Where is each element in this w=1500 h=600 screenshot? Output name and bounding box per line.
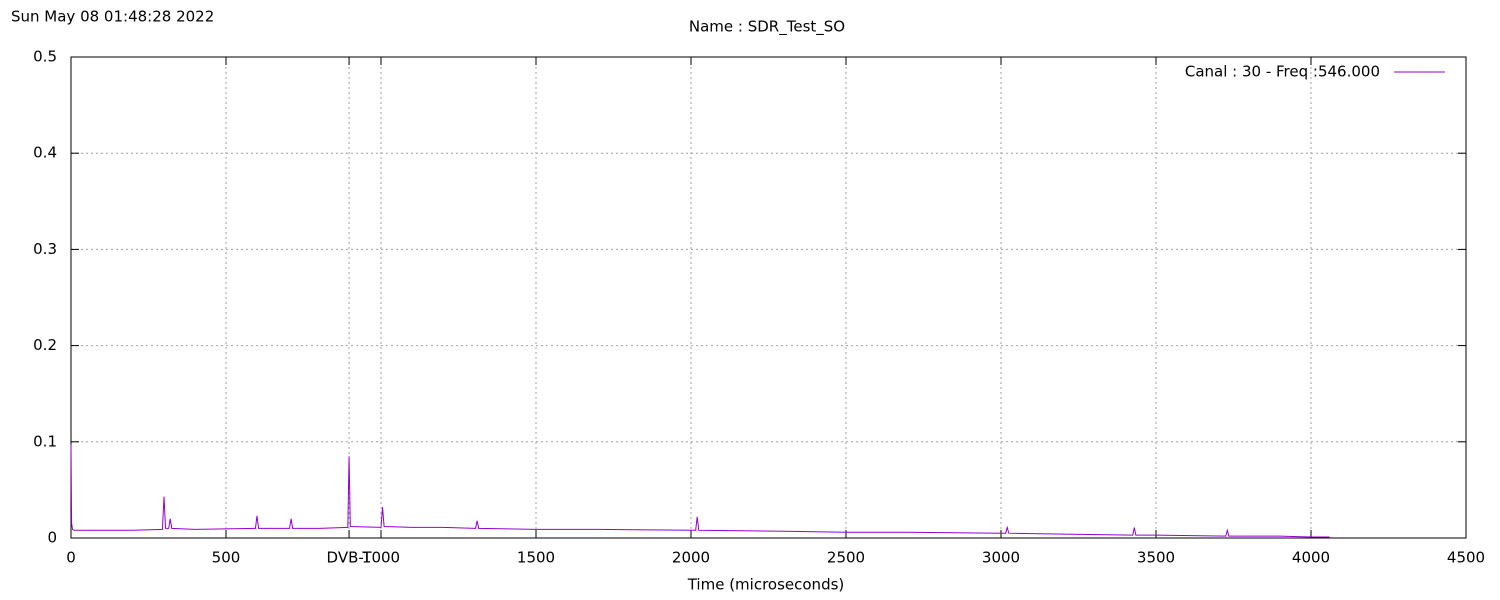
x-tick-label: 2000 bbox=[672, 549, 710, 567]
x-axis-label: Time (microseconds) bbox=[687, 576, 845, 594]
y-tick-label: 0 bbox=[47, 529, 57, 547]
x-tick-label: DVB-T bbox=[327, 549, 373, 567]
y-tick-label: 0.5 bbox=[33, 48, 57, 66]
x-tick-label: 1500 bbox=[517, 549, 555, 567]
x-tick-label: 2500 bbox=[827, 549, 865, 567]
x-tick-label: 500 bbox=[212, 549, 241, 567]
x-tick-label: 3500 bbox=[1137, 549, 1175, 567]
x-tick-label: 1000 bbox=[362, 549, 400, 567]
x-tick-label: 4500 bbox=[1447, 549, 1485, 567]
legend-label: Canal : 30 - Freq :546.000 bbox=[1185, 63, 1380, 81]
data-line bbox=[70, 444, 1330, 538]
plot-border bbox=[70, 56, 1467, 539]
chart-title: Name : SDR_Test_SO bbox=[689, 18, 845, 37]
y-tick-label: 0.2 bbox=[33, 336, 57, 354]
x-tick-label: 3000 bbox=[982, 549, 1020, 567]
y-tick-label: 0.3 bbox=[33, 240, 57, 258]
y-tick-label: 0.1 bbox=[33, 432, 57, 450]
y-tick-label: 0.4 bbox=[33, 144, 57, 162]
x-tick-label: 0 bbox=[66, 549, 76, 567]
timestamp: Sun May 08 01:48:28 2022 bbox=[11, 8, 214, 26]
x-tick-label: 4000 bbox=[1292, 549, 1330, 567]
